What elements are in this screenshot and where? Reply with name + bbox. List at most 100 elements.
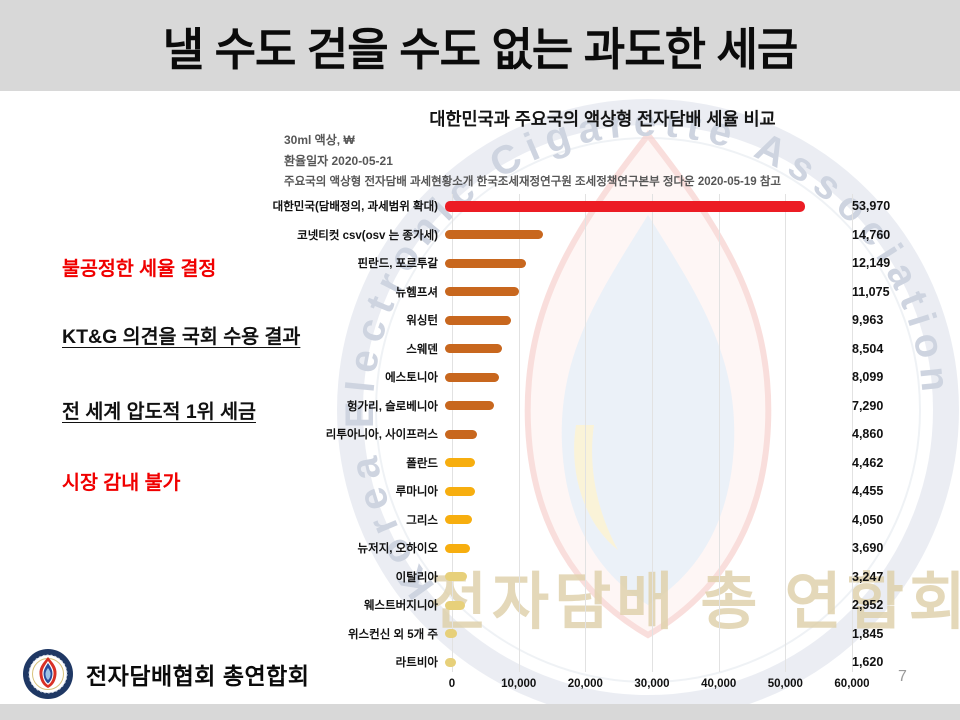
bottom-strip xyxy=(0,704,960,720)
bar-value: 53,970 xyxy=(852,199,891,213)
bar-area xyxy=(445,287,845,296)
chart-row: 핀란드, 포르투갈 12,149 xyxy=(252,253,932,273)
bar-label: 스웨덴 xyxy=(406,343,438,356)
bar xyxy=(445,657,456,667)
bar-label: 워싱턴 xyxy=(406,315,438,327)
bar-label: 이탈리아 xyxy=(395,571,438,584)
bar xyxy=(445,287,519,296)
gridline xyxy=(518,194,520,672)
bar-value: 8,099 xyxy=(852,370,884,384)
bar-area xyxy=(445,543,845,553)
bar xyxy=(445,515,472,524)
chart-row: 에스토니아 8,099 xyxy=(252,367,932,387)
bar-area xyxy=(445,200,845,212)
bar xyxy=(445,629,458,638)
bar-label: 대한민국(담배정의, 과세범위 확대) xyxy=(272,201,438,213)
bar-value: 4,455 xyxy=(852,484,884,498)
bar-value: 1,845 xyxy=(852,626,884,641)
chart-row: 루마니아 4,455 xyxy=(252,481,932,501)
chart-row: 워싱턴 9,963 xyxy=(252,310,932,330)
bar-area xyxy=(445,600,845,610)
x-tick-label: 50,000 xyxy=(767,678,803,690)
chart-row: 폴란드 4,462 xyxy=(252,453,932,473)
bar-label: 위스컨신 외 5개 주 xyxy=(347,628,438,641)
chart-row: 코넷티컷 csv(osv 는 종가세) 14,760 xyxy=(252,225,932,245)
bar-area xyxy=(445,401,845,410)
bar-area xyxy=(445,315,845,325)
bar-value: 7,290 xyxy=(852,398,884,413)
x-tick-label: 40,000 xyxy=(701,678,737,690)
association-seal-icon xyxy=(23,649,73,699)
bar-label: 코넷티컷 csv(osv 는 종가세) xyxy=(297,229,438,242)
x-tick-label: 60,000 xyxy=(834,678,870,690)
bar-area xyxy=(445,486,845,496)
bar-value: 9,963 xyxy=(852,313,884,327)
bar-value: 4,462 xyxy=(852,455,884,470)
bar-value: 4,860 xyxy=(852,427,884,441)
x-tick-label: 30,000 xyxy=(634,678,670,690)
bar-value: 2,952 xyxy=(852,598,884,612)
chart-row: 스웨덴 8,504 xyxy=(252,339,932,359)
bar xyxy=(445,200,805,212)
callout-unfair-tax: 불공정한 세율 결정 xyxy=(62,258,217,280)
chart-row: 헝가리, 슬로베니아 7,290 xyxy=(252,396,932,416)
chart-row: 그리스 4,050 xyxy=(252,510,932,530)
bar xyxy=(445,600,465,610)
chart-x-axis: 0 10,000 20,000 30,000 40,000 50,000 60,000 xyxy=(252,678,932,696)
bar-area xyxy=(445,515,845,524)
bar-area xyxy=(445,572,845,581)
tax-comparison-bar-chart: 대한민국(담배정의, 과세범위 확대) 53,970 코넷티컷 csv(osv … xyxy=(252,194,932,699)
slide-title: 낼 수도 걷을 수도 없는 과도한 세금 xyxy=(162,24,799,75)
bar-label: 핀란드, 포르투갈 xyxy=(357,258,438,270)
bar-label: 루마니아 xyxy=(395,486,438,498)
chart-note-volume: 30ml 액상, ₩ xyxy=(284,133,355,147)
title-band: 낼 수도 걷을 수도 없는 과도한 세금 xyxy=(0,0,960,91)
chart-note-exchange-date: 환율일자 2020-05-21 xyxy=(284,154,393,168)
bar-label: 폴란드 xyxy=(406,457,438,470)
bar xyxy=(445,401,494,410)
chart-row: 뉴헴프셔 11,075 xyxy=(252,282,932,302)
chart-row: 라트비아 1,620 xyxy=(252,652,932,672)
page-number: 7 xyxy=(898,668,907,685)
chart-row: 리투아니아, 사이프러스 4,860 xyxy=(252,424,932,444)
bar-value: 14,760 xyxy=(852,227,891,242)
bar-area xyxy=(445,429,845,439)
bar-area xyxy=(445,258,845,268)
bar-label: 에스토니아 xyxy=(385,372,438,384)
bar-value: 11,075 xyxy=(852,284,890,299)
bar-area xyxy=(445,629,845,638)
bar-label: 웨스트버지니아 xyxy=(363,600,438,612)
bar xyxy=(445,230,544,239)
bar-value: 3,690 xyxy=(852,541,884,555)
chart-row: 위스컨신 외 5개 주 1,845 xyxy=(252,624,932,644)
bar xyxy=(445,315,512,325)
x-tick-label: 0 xyxy=(448,678,456,690)
x-tick-label: 20,000 xyxy=(567,678,603,690)
gridline xyxy=(585,194,587,672)
bar xyxy=(445,372,499,382)
bar-label: 리투아니아, 사이프러스 xyxy=(325,429,438,441)
gridline xyxy=(718,194,720,672)
chart-row: 웨스트버지니아 2,952 xyxy=(252,595,932,615)
callout-worlds-highest-tax: 전 세계 압도적 1위 세금 xyxy=(62,401,256,423)
bar-label: 뉴저지, 오하이오 xyxy=(357,543,438,555)
x-tick-label: 10,000 xyxy=(501,678,537,690)
chart-rows: 대한민국(담배정의, 과세범위 확대) 53,970 코넷티컷 csv(osv … xyxy=(252,196,932,672)
bar-value: 12,149 xyxy=(852,256,891,270)
bar-value: 4,050 xyxy=(852,512,884,527)
bar xyxy=(445,543,470,553)
bar xyxy=(445,486,475,496)
bar-label: 그리스 xyxy=(406,514,438,527)
bar-area xyxy=(445,372,845,382)
chart-row: 뉴저지, 오하이오 3,690 xyxy=(252,538,932,558)
callout-ktg-opinion: KT&G 의견을 국회 수용 결과 xyxy=(62,326,301,348)
callout-market-unbearable: 시장 감내 불가 xyxy=(62,472,181,494)
bar-value: 8,504 xyxy=(852,341,884,356)
bar-value: 1,620 xyxy=(852,655,884,669)
bar-area xyxy=(445,230,845,239)
bar-label: 뉴헴프셔 xyxy=(395,286,438,299)
chart-row: 대한민국(담배정의, 과세범위 확대) 53,970 xyxy=(252,196,932,216)
bar-value: 3,247 xyxy=(852,569,884,584)
bar xyxy=(445,429,478,439)
